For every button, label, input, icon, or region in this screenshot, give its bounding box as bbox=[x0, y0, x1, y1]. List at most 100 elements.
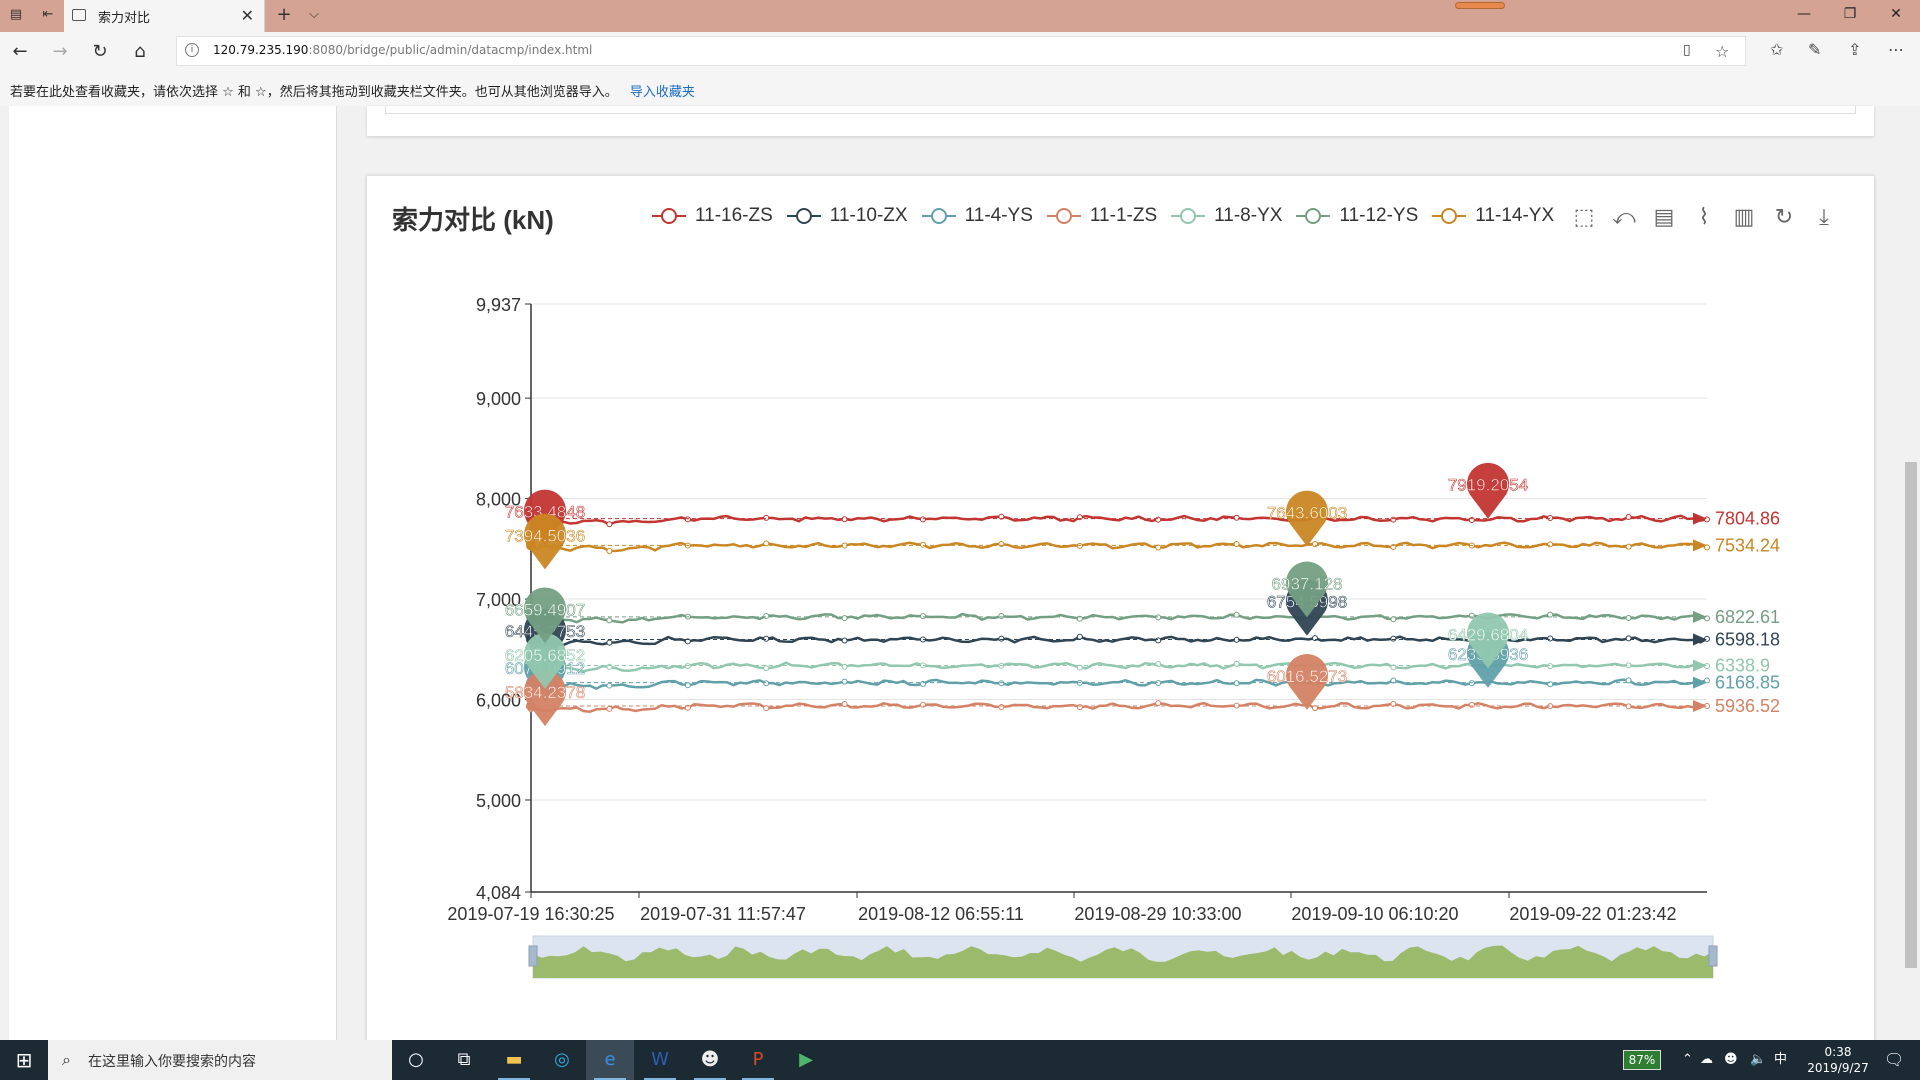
min-pin-11-14-YX: 7394.5036 bbox=[505, 513, 585, 570]
data-view-icon[interactable]: ▤ bbox=[1653, 205, 1675, 230]
share-icon[interactable]: ⇪ bbox=[1848, 40, 1862, 59]
cortana-icon[interactable]: ○ bbox=[408, 1049, 424, 1070]
average-arrow-icon bbox=[1693, 512, 1707, 525]
site-info-icon[interactable]: i bbox=[185, 43, 199, 57]
series-point bbox=[1625, 677, 1632, 684]
legend-label: 11-4-YS bbox=[964, 205, 1033, 226]
volume-icon[interactable]: 🔈 bbox=[1750, 1052, 1767, 1067]
average-label: 6822.61 bbox=[1715, 607, 1780, 627]
tray-chevron-icon[interactable]: ⌃ bbox=[1682, 1052, 1693, 1067]
windows-start-icon[interactable]: ⊞ bbox=[15, 1048, 33, 1072]
qq-icon[interactable]: ☻ bbox=[686, 1040, 734, 1080]
series-point bbox=[1076, 633, 1083, 640]
line-type-icon[interactable]: ⌇ bbox=[1698, 205, 1710, 230]
series-line-11-16-ZS bbox=[530, 514, 1708, 526]
average-label: 6598.18 bbox=[1715, 629, 1780, 649]
onedrive-icon[interactable]: ☁ bbox=[1700, 1052, 1713, 1067]
series-line-11-8-YX bbox=[530, 661, 1708, 673]
legend-marker-icon bbox=[1432, 206, 1467, 226]
legend-item-11-12-YS[interactable]: 11-12-YS bbox=[1296, 204, 1418, 228]
series-point bbox=[1233, 540, 1240, 547]
min-pin-11-1-ZS: 5834.2378 bbox=[505, 670, 585, 727]
series-line-11-1-ZS bbox=[530, 701, 1708, 713]
tab-list-chevron-icon[interactable]: ⌵ bbox=[309, 7, 319, 22]
average-label: 5936.52 bbox=[1715, 696, 1780, 716]
minimize-icon[interactable]: — bbox=[1797, 6, 1811, 22]
y-tick-label: 9,000 bbox=[476, 389, 521, 409]
y-tick-label: 9,937 bbox=[476, 295, 521, 315]
series-line-11-4-YS bbox=[530, 678, 1708, 690]
series-point bbox=[841, 678, 848, 685]
clock[interactable]: 0:38 2019/9/27 bbox=[1798, 1044, 1878, 1076]
series-point bbox=[763, 612, 770, 619]
word-icon[interactable]: W bbox=[636, 1040, 684, 1080]
legend-item-11-4-YS[interactable]: 11-4-YS bbox=[921, 204, 1033, 228]
new-tab-icon[interactable]: + bbox=[276, 4, 292, 25]
bar-type-icon[interactable]: ▥ bbox=[1733, 205, 1755, 230]
qq-browser-icon[interactable]: ◎ bbox=[554, 1049, 570, 1070]
qq-tray-icon[interactable]: ☻ bbox=[1724, 1052, 1738, 1067]
favorites-bar: 若要在此处查看收藏夹，请依次选择 ☆ 和 ☆，然后将其拖动到收藏夹栏文件夹。也可… bbox=[0, 72, 1920, 106]
powerpoint-icon[interactable]: P bbox=[734, 1040, 782, 1080]
legend-marker-icon bbox=[652, 206, 686, 226]
tab-current[interactable]: 索力对比 ✕ bbox=[64, 0, 265, 32]
ime-indicator[interactable]: 中 bbox=[1774, 1052, 1788, 1067]
set-aside-tabs-icon[interactable]: ⇤ bbox=[42, 7, 54, 22]
legend-item-11-16-ZS[interactable]: 11-16-ZS bbox=[652, 204, 773, 228]
back-icon[interactable]: ← bbox=[12, 41, 28, 62]
import-favorites-link[interactable]: 导入收藏夹 bbox=[629, 85, 695, 100]
zoom-handle-left bbox=[528, 945, 538, 967]
chart-card: 4,084 5,000 6,000 7,000 8,000 9,000 9,937 2019-… bbox=[367, 176, 1874, 1056]
file-explorer-icon[interactable]: ▬ bbox=[490, 1040, 538, 1080]
zoom-select-icon[interactable]: ⬚ bbox=[1573, 205, 1595, 230]
scrollbar-thumb[interactable] bbox=[1905, 462, 1917, 968]
series-point bbox=[1233, 514, 1240, 521]
tab-title: 索力对比 bbox=[98, 11, 151, 26]
favorites-bar-icon[interactable]: ✩ bbox=[1770, 40, 1784, 59]
more-icon[interactable]: ⋯ bbox=[1888, 40, 1904, 59]
line-chart[interactable]: 4,084 5,000 6,000 7,000 8,000 9,000 9,937 2019-… bbox=[367, 176, 1874, 1056]
search-placeholder: 在这里输入你要搜索的内容 bbox=[88, 1054, 256, 1070]
restore-icon[interactable]: ↻ bbox=[1774, 205, 1794, 230]
refresh-icon[interactable]: ↻ bbox=[92, 41, 108, 62]
tab-close-icon[interactable]: ✕ bbox=[240, 6, 254, 25]
series-point bbox=[1547, 635, 1554, 642]
pin-label: 5834.2378 bbox=[505, 683, 585, 702]
series-point bbox=[998, 635, 1005, 642]
taskbar-search[interactable]: ⌕ 在这里输入你要搜索的内容 bbox=[48, 1040, 392, 1080]
media-player-icon[interactable]: ▶ bbox=[799, 1049, 813, 1070]
notifications-icon[interactable]: 🗨 bbox=[1884, 1050, 1905, 1069]
legend-item-11-10-ZX[interactable]: 11-10-ZX bbox=[786, 204, 908, 228]
url-field[interactable]: i 120.79.235.190:8080/bridge/public/admi… bbox=[176, 36, 1746, 66]
forward-icon[interactable]: → bbox=[52, 41, 68, 62]
tab-actions-icon[interactable]: ▤ bbox=[9, 7, 23, 22]
close-window-icon[interactable]: ✕ bbox=[1890, 6, 1902, 22]
legend-item-11-8-YX[interactable]: 11-8-YX bbox=[1171, 204, 1282, 228]
legend-item-11-1-ZS[interactable]: 11-1-ZS bbox=[1046, 204, 1158, 228]
restore-icon[interactable]: ❐ bbox=[1843, 6, 1857, 22]
favorite-star-icon[interactable]: ☆ bbox=[1715, 42, 1730, 61]
save-image-icon[interactable]: ⤓ bbox=[1819, 205, 1829, 230]
pin-label: 6659.4907 bbox=[505, 600, 585, 619]
series-point bbox=[920, 541, 926, 548]
average-label: 7534.24 bbox=[1715, 535, 1780, 555]
series-point bbox=[998, 703, 1005, 710]
task-view-icon[interactable]: ⧉ bbox=[457, 1049, 471, 1070]
edge-icon[interactable]: e bbox=[586, 1040, 634, 1080]
series-point bbox=[1704, 544, 1710, 551]
pen-icon[interactable]: ✎ bbox=[1808, 40, 1822, 59]
legend-item-11-14-YX[interactable]: 11-14-YX bbox=[1432, 204, 1554, 228]
home-icon[interactable]: ⌂ bbox=[134, 41, 146, 62]
pin-label: 7394.5036 bbox=[505, 526, 585, 545]
zoom-reset-icon[interactable]: ⤺ bbox=[1612, 205, 1636, 230]
series-point bbox=[920, 613, 926, 620]
battery-indicator[interactable]: 87% bbox=[1623, 1050, 1661, 1070]
pin-label: 6429.6804 bbox=[1448, 625, 1528, 644]
page-scrollbar[interactable] bbox=[1902, 106, 1920, 1040]
series-point bbox=[841, 637, 848, 644]
drag-handle[interactable] bbox=[1455, 2, 1505, 9]
reading-view-icon[interactable]: ▯ bbox=[1683, 42, 1691, 58]
legend-label: 11-1-ZS bbox=[1089, 205, 1158, 226]
average-arrow-icon bbox=[1693, 610, 1707, 623]
series-point bbox=[1076, 615, 1083, 622]
